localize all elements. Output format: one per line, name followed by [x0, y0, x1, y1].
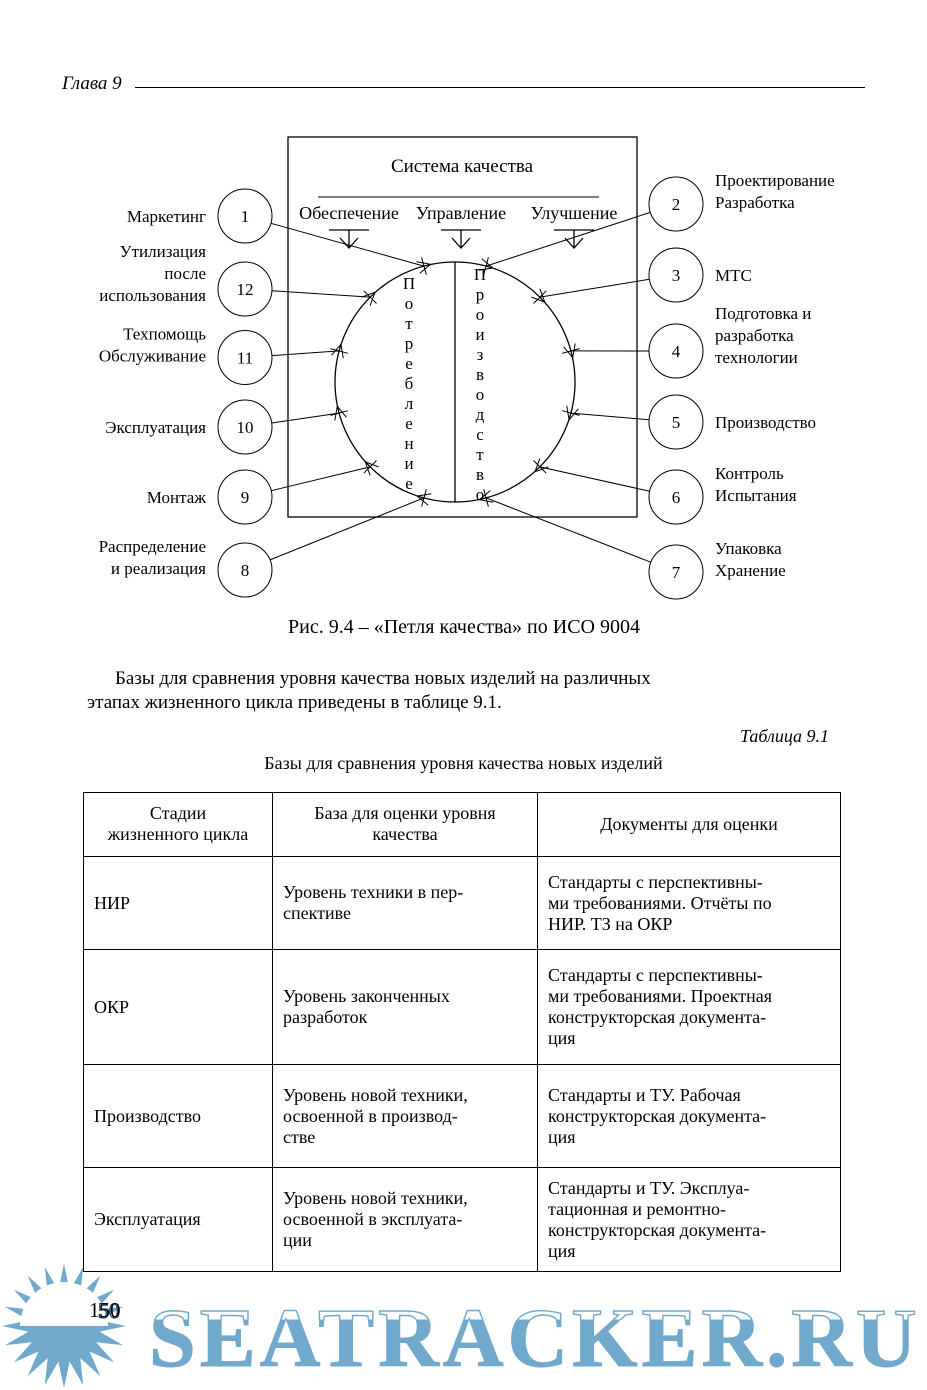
svg-text:е: е: [405, 414, 413, 433]
svg-text:о: о: [476, 305, 485, 324]
svg-text:5: 5: [672, 413, 681, 432]
svg-text:Контроль: Контроль: [715, 464, 784, 483]
svg-text:т: т: [405, 314, 413, 333]
svg-text:е: е: [405, 354, 413, 373]
svg-text:Утилизация: Утилизация: [120, 242, 207, 261]
svg-text:П: П: [403, 274, 415, 293]
svg-text:7: 7: [672, 563, 681, 582]
svg-text:9: 9: [241, 488, 250, 507]
svg-text:8: 8: [241, 561, 250, 580]
svg-text:12: 12: [237, 280, 254, 299]
svg-text:4: 4: [672, 342, 681, 361]
svg-text:с: с: [476, 425, 484, 444]
svg-text:в: в: [476, 365, 484, 384]
svg-text:о: о: [476, 485, 485, 504]
svg-text:в: в: [476, 465, 484, 484]
svg-text:и: и: [404, 454, 413, 473]
svg-text:11: 11: [237, 349, 253, 368]
svg-text:з: з: [477, 345, 484, 364]
svg-text:Обслуживание: Обслуживание: [99, 347, 206, 366]
svg-text:о: о: [405, 294, 414, 313]
svg-text:д: д: [476, 405, 485, 424]
svg-text:Разработка: Разработка: [715, 193, 795, 212]
svg-text:б: б: [405, 374, 414, 393]
svg-text:и: и: [475, 325, 484, 344]
svg-text:2: 2: [672, 195, 681, 214]
svg-text:Маркетинг: Маркетинг: [127, 207, 206, 226]
svg-text:Хранение: Хранение: [715, 561, 786, 580]
svg-text:и реализация: и реализация: [111, 559, 206, 578]
svg-text:6: 6: [672, 488, 681, 507]
svg-text:технологии: технологии: [715, 348, 798, 367]
svg-text:Производство: Производство: [715, 413, 816, 432]
svg-text:после: после: [164, 264, 206, 283]
svg-text:3: 3: [672, 266, 681, 285]
svg-text:о: о: [476, 385, 485, 404]
svg-text:т: т: [476, 445, 484, 464]
svg-text:Эксплуатация: Эксплуатация: [105, 418, 206, 437]
svg-text:Проектирование: Проектирование: [715, 171, 835, 190]
svg-text:Техпомощь: Техпомощь: [123, 325, 206, 344]
svg-text:Монтаж: Монтаж: [147, 488, 206, 507]
svg-text:Испытания: Испытания: [715, 486, 797, 505]
svg-text:10: 10: [237, 418, 254, 437]
svg-text:П: П: [474, 265, 486, 284]
svg-text:Улучшение: Улучшение: [531, 203, 618, 223]
svg-text:Подготовка и: Подготовка и: [715, 304, 811, 323]
svg-text:р: р: [405, 334, 414, 353]
svg-text:е: е: [405, 474, 413, 493]
svg-text:МТС: МТС: [715, 266, 752, 285]
svg-text:Упаковка: Упаковка: [715, 539, 782, 558]
svg-text:Управление: Управление: [416, 203, 506, 223]
svg-text:использования: использования: [99, 286, 206, 305]
svg-text:л: л: [405, 394, 414, 413]
svg-text:н: н: [404, 434, 413, 453]
svg-text:р: р: [476, 285, 485, 304]
svg-text:Система качества: Система качества: [391, 156, 534, 177]
svg-text:1: 1: [241, 207, 250, 226]
svg-text:Распределение: Распределение: [99, 537, 206, 556]
svg-text:разработка: разработка: [715, 326, 794, 345]
svg-text:Обеспечение: Обеспечение: [299, 203, 399, 223]
